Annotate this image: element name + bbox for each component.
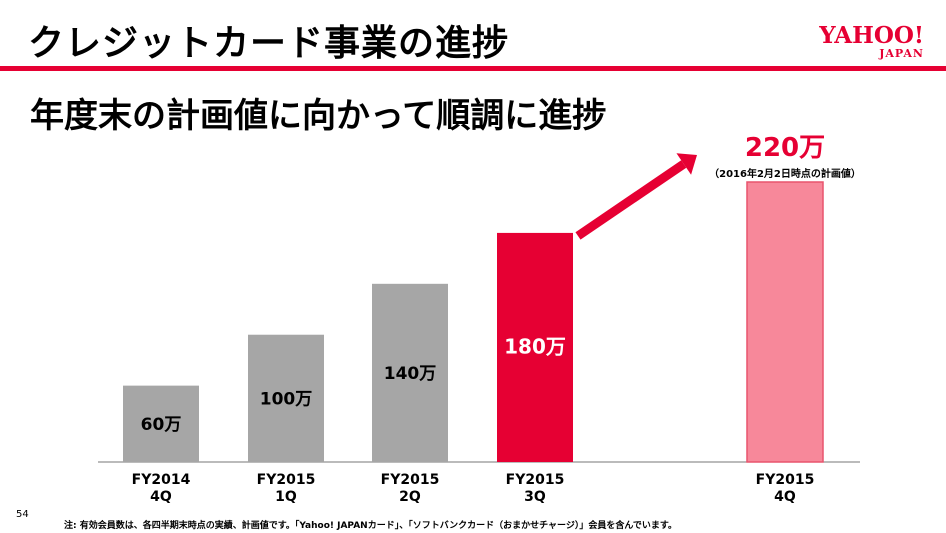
data-label-plan: 220万 <box>745 133 825 163</box>
x-tick-label: 1Q <box>275 489 297 505</box>
bar-4 <box>497 232 573 462</box>
x-tick-label: FY2014 <box>132 472 191 488</box>
x-tick-label: 3Q <box>524 489 546 505</box>
logo-subtext: JAPAN <box>879 47 924 60</box>
footnote: 注: 有効会員数は、各四半期末時点の実績、計画値です。「Yahoo! JAPAN… <box>64 521 678 531</box>
page-title: クレジットカード事業の進捗 <box>28 23 510 64</box>
header-divider <box>0 66 946 71</box>
growth-arrow-shaft <box>575 160 687 240</box>
slide-subtitle: 年度末の計画値に向かって順調に進捗 <box>30 96 607 136</box>
bar-1 <box>123 385 199 462</box>
x-tick-label: FY2015 <box>257 472 316 488</box>
bar-2 <box>248 334 324 462</box>
x-tick-label: FY2015 <box>756 472 815 488</box>
x-tick-label: 4Q <box>774 489 796 505</box>
data-label: 100万 <box>260 389 313 409</box>
logo-text: YAHOO! <box>819 22 924 49</box>
data-label: 140万 <box>384 364 437 384</box>
page-number: 54 <box>16 509 29 520</box>
data-label: 60万 <box>141 415 182 435</box>
plan-annotation: （2016年2月2日時点の計画値） <box>709 167 861 180</box>
yahoo-japan-logo: YAHOO! JAPAN <box>808 24 924 60</box>
x-tick-label: FY2015 <box>506 472 565 488</box>
bar-3 <box>372 283 448 462</box>
x-tick-label: FY2015 <box>381 472 440 488</box>
bar-5 <box>746 181 824 463</box>
x-tick-label: 2Q <box>399 489 421 505</box>
x-tick-label: 4Q <box>150 489 172 505</box>
growth-arrow-head-icon <box>676 153 697 175</box>
data-label: 180万 <box>504 334 566 358</box>
